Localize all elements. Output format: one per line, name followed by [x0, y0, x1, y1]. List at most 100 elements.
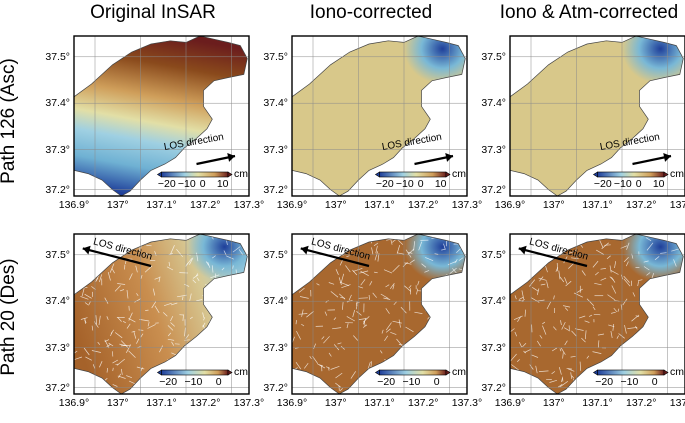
latitude-tick-label: 37.4° [481, 295, 506, 308]
colorbar [156, 369, 233, 376]
latitude-tick-label: 37.5° [481, 248, 506, 261]
latitude-tick-label: 37.4° [263, 295, 288, 308]
colorbar-tick-label: 0 [651, 376, 658, 388]
latitude-tick-label: 37.3° [263, 143, 288, 156]
longitude-tick-label: 137° [324, 199, 347, 211]
longitude-tick-label: 137.3° [451, 199, 483, 211]
longitude-tick-label: 137.2° [626, 199, 657, 211]
map-frame [73, 35, 250, 197]
colorbar-tick-label: −20 [375, 178, 394, 190]
colorbar-tick-label: 10 [652, 178, 665, 190]
latitude-tick-label: 37.5° [263, 50, 288, 63]
colorbar-tick-label: 0 [433, 376, 440, 388]
map-frame [291, 233, 468, 395]
colorbar-tick-label: 0 [635, 178, 642, 190]
latitude-tick-label: 37.4° [263, 97, 288, 110]
longitude-tick-label: 137.2° [408, 397, 439, 409]
colorbar-unit: cm [452, 366, 466, 378]
graticule [510, 36, 685, 196]
graticule [74, 234, 249, 394]
colorbar-unit: cm [234, 366, 248, 378]
colorbar-tick-label: −10 [395, 178, 414, 190]
longitude-tick-label: 137° [106, 397, 129, 409]
longitude-tick-label: 137.3° [451, 397, 483, 409]
colorbar-unit: cm [670, 366, 684, 378]
colorbar-unit: cm [452, 168, 466, 180]
latitude-tick-label: 37.5° [45, 248, 70, 261]
graticule [292, 234, 467, 394]
map-panel: LOS direction −20 −10 0 cm 37.5° 37.4° 37.3° 37.… [481, 233, 685, 409]
map-panel: LOS direction −20 −10 0 10 cm 37.5° 37.4° 37.3° 3… [45, 35, 264, 211]
colorbar-tick-label: −20 [593, 178, 612, 190]
colorbar-tick-label: −20 [377, 376, 396, 388]
longitude-tick-label: 137.1° [146, 397, 177, 409]
los-arrow-icon [196, 153, 236, 166]
colorbar-tick-label: −10 [402, 376, 421, 388]
latitude-tick-label: 37.5° [263, 248, 288, 261]
longitude-tick-label: 137.3° [233, 397, 265, 409]
colorbar-tick-label: 10 [216, 178, 229, 190]
colorbar [374, 369, 451, 376]
latitude-tick-label: 37.3° [45, 143, 70, 156]
colorbar-tick-label: 0 [199, 178, 206, 190]
map-svg [509, 233, 685, 395]
map-svg [73, 233, 250, 395]
colorbar [374, 171, 451, 178]
latitude-tick-label: 37.3° [481, 143, 506, 156]
map-svg [291, 233, 468, 395]
colorbar [156, 171, 233, 178]
longitude-tick-label: 137° [106, 199, 129, 211]
column-title-iono: Iono-corrected [309, 2, 433, 23]
longitude-tick-label: 137.3° [669, 199, 685, 211]
map-svg [73, 35, 250, 197]
longitude-tick-label: 136.9° [494, 397, 526, 409]
map-frame [509, 233, 685, 395]
colorbar-tick-label: 0 [417, 178, 424, 190]
los-arrow-icon [414, 153, 454, 166]
los-arrow-icon [82, 245, 152, 268]
longitude-tick-label: 137° [542, 199, 565, 211]
latitude-tick-label: 37.4° [45, 295, 70, 308]
coastline [73, 35, 248, 197]
longitude-tick-label: 137° [324, 397, 347, 409]
longitude-tick-label: 137.1° [364, 397, 395, 409]
longitude-tick-label: 137.3° [233, 199, 265, 211]
map-frame [509, 35, 685, 197]
longitude-tick-label: 136.9° [58, 397, 90, 409]
longitude-tick-label: 137.2° [408, 199, 439, 211]
latitude-tick-label: 37.4° [481, 97, 506, 110]
longitude-tick-label: 136.9° [276, 199, 308, 211]
longitude-tick-label: 137.1° [364, 199, 395, 211]
colorbar-tick-label: −20 [157, 178, 176, 190]
colorbar-unit: cm [670, 168, 684, 180]
coastline [73, 233, 248, 395]
latitude-tick-label: 37.3° [481, 341, 506, 354]
latitude-tick-label: 37.4° [45, 97, 70, 110]
longitude-tick-label: 137.3° [669, 397, 685, 409]
map-svg [509, 35, 685, 197]
coastline [509, 35, 684, 197]
longitude-tick-label: 136.9° [58, 199, 90, 211]
latitude-tick-label: 37.2° [263, 381, 288, 394]
map-frame [73, 233, 250, 395]
column-title-iono-atm: Iono & Atm-corrected [499, 2, 679, 23]
colorbar-tick-label: −10 [184, 376, 203, 388]
colorbar-tick-label: −10 [620, 376, 639, 388]
latitude-tick-label: 37.2° [481, 183, 506, 196]
los-arrow-icon [518, 245, 588, 268]
latitude-tick-label: 37.2° [481, 381, 506, 394]
latitude-tick-label: 37.5° [45, 50, 70, 63]
latitude-tick-label: 37.2° [45, 183, 70, 196]
map-panel: LOS direction −20 −10 0 cm 37.5° 37.4° 37.3° 37.… [45, 233, 264, 409]
map-panel: LOS direction −20 −10 0 10 cm 37.5° 37.4° 37.3° 3… [263, 35, 482, 211]
longitude-tick-label: 137.2° [190, 397, 221, 409]
colorbar [592, 171, 669, 178]
los-arrow-icon [632, 153, 672, 166]
colorbar-tick-label: −20 [595, 376, 614, 388]
colorbar-tick-label: −20 [159, 376, 178, 388]
row-title-path126: Path 126 (Asc) [0, 58, 19, 184]
map-panel: LOS direction −20 −10 0 cm 37.5° 37.4° 37.3° 37.… [263, 233, 482, 409]
graticule [292, 36, 467, 196]
longitude-tick-label: 137.1° [582, 199, 613, 211]
column-title-original: Original InSAR [90, 2, 216, 23]
